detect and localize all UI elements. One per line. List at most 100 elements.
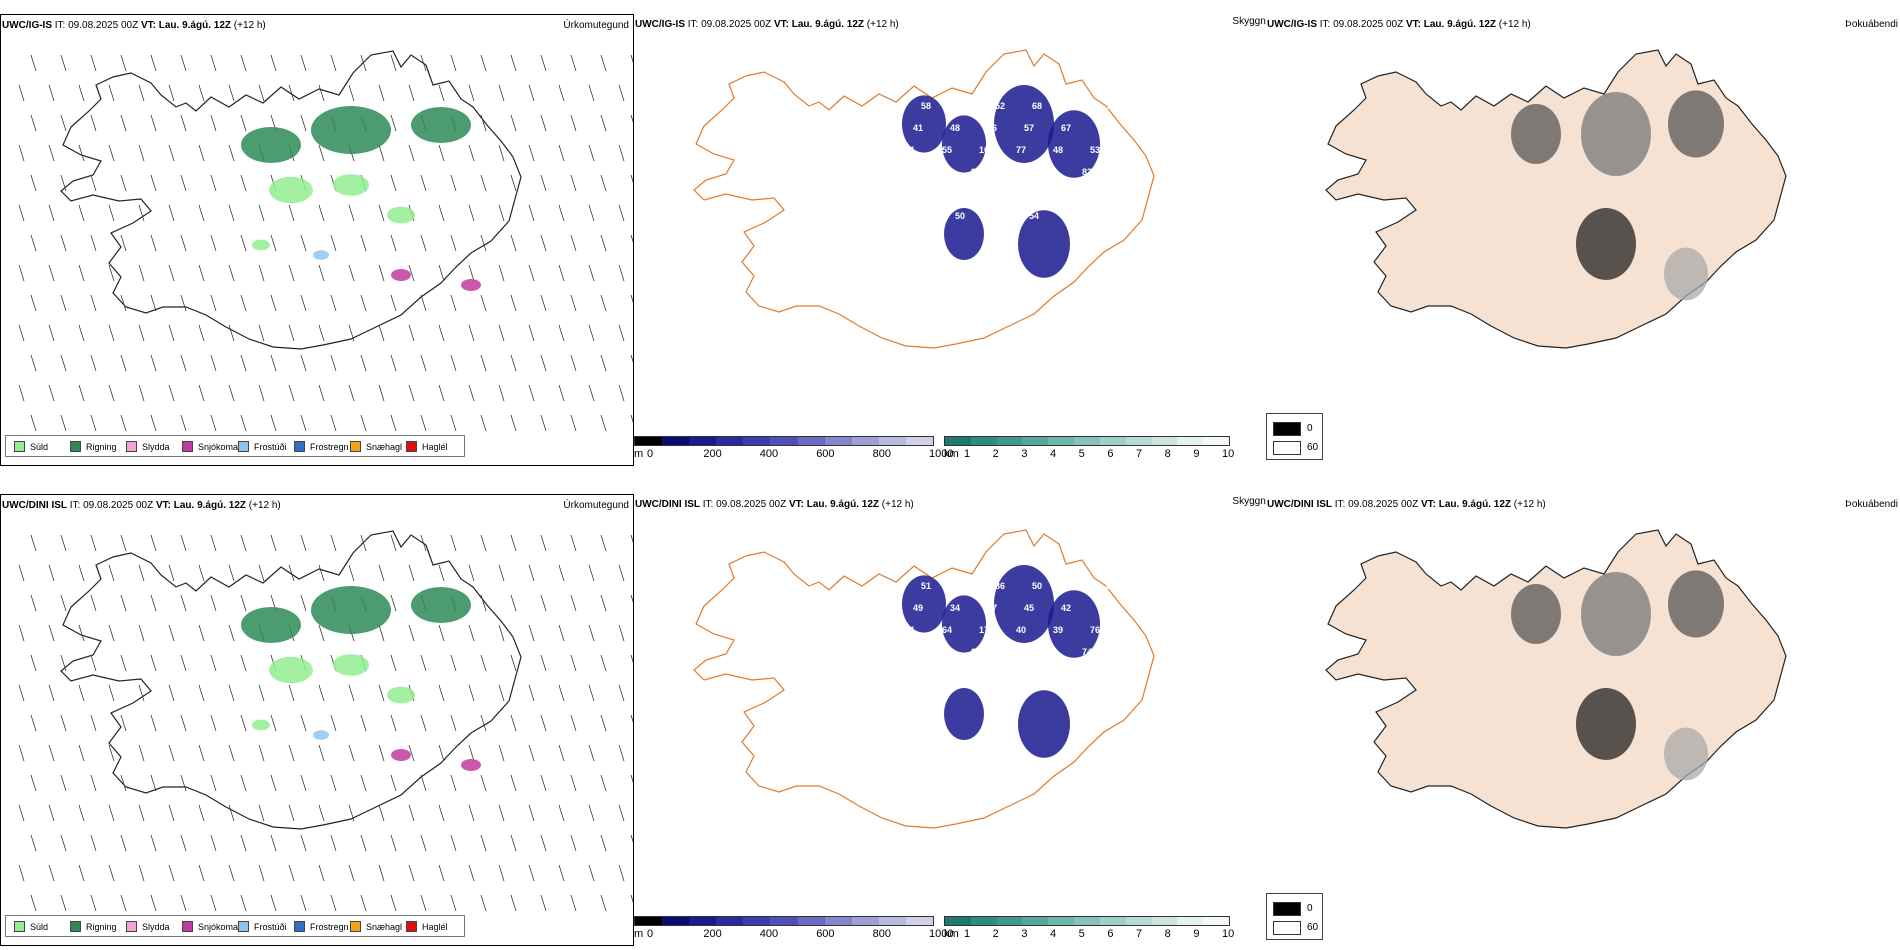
iceland-map: 20 58 49 52 68 74 78 41 48 46 57 67 41 31 55 16 77 48 53 10…	[693, 49, 1155, 349]
cloud-value-label: 62	[884, 581, 894, 591]
iceland-map	[18, 50, 633, 432]
panel-title: UWC/IG-IS IT: 09.08.2025 00Z VT: Lau. 9.…	[1267, 19, 1531, 30]
cloud-value-label: 71	[1037, 189, 1047, 199]
colorbar-tick: 9	[1193, 448, 1200, 460]
precip-type-legend-item: Súld	[14, 921, 48, 932]
cloud-value-label: 99	[1074, 189, 1084, 199]
colorbar-segment	[878, 917, 906, 925]
colorbar-segment	[945, 437, 971, 445]
cloud-value-label: 58	[921, 101, 931, 111]
colorbar-tick: 1	[964, 928, 971, 940]
precip-type-legend-item: Rigning	[70, 441, 117, 452]
colorbar-segment	[1203, 917, 1229, 925]
fog-panel-bottom: UWC/DINI ISL IT: 09.08.2025 00Z VT: Lau.…	[1266, 494, 1900, 946]
cloud-value-label: 40	[1016, 625, 1026, 635]
legend-swatch	[238, 921, 249, 932]
cloud-value-label: 83	[971, 647, 981, 657]
colorbar-segment	[635, 917, 663, 925]
cloud-value-label: 76	[1090, 625, 1100, 635]
precip-type-legend-item: Súld	[14, 441, 48, 452]
colorbar-segment	[824, 437, 852, 445]
colorbar-segment	[797, 917, 825, 925]
colorbar-tick: 3	[1021, 928, 1028, 940]
visibility-unit: km	[944, 928, 959, 940]
colorbar-tick: 0	[647, 928, 654, 940]
cloud-value-label: 63	[926, 669, 936, 679]
legend-swatch	[406, 441, 417, 452]
cloud-value-label: 77	[1066, 211, 1076, 221]
precip-type-legend: Súld Rigning Slydda Snjókoma Frostúði Frostre…	[5, 915, 465, 937]
wind-barbs	[18, 534, 633, 912]
colorbar-segment	[797, 437, 825, 445]
fog-label-low: 0	[1307, 423, 1313, 434]
cloud-value-label: 54	[1069, 581, 1079, 591]
legend-swatch	[350, 921, 361, 932]
fog-label-high: 60	[1307, 922, 1319, 933]
cloud-value-label: 51	[921, 581, 931, 591]
panel-name: Skyggni	[1232, 16, 1266, 27]
legend-swatch	[14, 441, 25, 452]
colorbar-tick: 600	[816, 928, 835, 940]
colorbar-segment	[1099, 437, 1126, 445]
cloud-value-label: 73	[934, 167, 944, 177]
precip-type-legend-item: Snæhagl	[350, 441, 402, 452]
cloud-value-label: 167	[889, 189, 904, 199]
fog-label-low: 0	[1307, 903, 1313, 914]
colorbar-tick: 4	[1050, 928, 1057, 940]
colorbar-tick: 1	[964, 448, 971, 460]
fog-legend: 0 60	[1266, 413, 1323, 460]
cloud-value-label: 65	[1098, 603, 1108, 613]
height-colorbar	[634, 436, 934, 446]
colorbar-segment	[689, 917, 717, 925]
cloud-value-label: 39	[1053, 625, 1063, 635]
cloud-value-label: 66	[918, 211, 928, 221]
colorbar-segment	[1048, 437, 1075, 445]
colorbar-tick: 5	[1078, 448, 1085, 460]
fog-legend: 0 60	[1266, 893, 1323, 940]
colorbar-tick: 200	[703, 928, 722, 940]
colorbar-segment	[635, 437, 663, 445]
colorbar-tick: 1000	[929, 448, 954, 460]
iceland-map	[1325, 49, 1787, 349]
colorbar-segment	[662, 437, 690, 445]
cloud-value-label: 64	[1111, 189, 1121, 199]
colorbar-segment	[1177, 917, 1204, 925]
legend-swatch	[182, 441, 193, 452]
iceland-map	[1325, 529, 1787, 829]
precip-type-legend-item: Haglél	[406, 441, 448, 452]
colorbar-tick: 10	[1222, 928, 1235, 940]
cloud-value-label: 50	[955, 211, 965, 221]
cloud-value-label: 48	[950, 123, 960, 133]
colorbar-tick: 6	[1107, 448, 1114, 460]
colorbar-segment	[1099, 917, 1126, 925]
cloud-value-label: 41	[913, 123, 923, 133]
cloud-value-label: 56	[1045, 647, 1055, 657]
cloud-value-label: 57	[1024, 123, 1034, 133]
colorbar-segment	[743, 917, 771, 925]
cloud-value-label: 101	[897, 167, 912, 177]
fog-label-high: 60	[1307, 442, 1319, 453]
legend-swatch	[182, 921, 193, 932]
precip-type-legend-item: Slydda	[126, 921, 170, 932]
cloud-value-label: 67	[1061, 123, 1071, 133]
colorbar-segment	[1151, 437, 1178, 445]
iceland-map	[18, 530, 633, 912]
cloud-value-label: 55	[942, 145, 952, 155]
precip-type-legend-item: Frostregn	[294, 921, 349, 932]
colorbar-tick: 2	[992, 928, 999, 940]
panel-name: Úrkomutegund	[563, 500, 629, 511]
colorbar-segment	[1022, 917, 1049, 925]
cloud-value-label: 48	[1053, 145, 1063, 155]
colorbar-segment	[996, 917, 1023, 925]
precip-type-legend-item: Haglél	[406, 921, 448, 932]
colorbar-segment	[905, 917, 934, 925]
colorbar-segment	[662, 917, 690, 925]
cloud-value-label: 74	[1069, 101, 1079, 111]
legend-swatch	[70, 441, 81, 452]
colorbar-tick: 800	[872, 928, 891, 940]
fog-swatch-high	[1273, 921, 1301, 935]
visibility-colorbar	[944, 916, 1230, 926]
colorbar-tick: 3	[1021, 448, 1028, 460]
colorbar-segment	[1125, 437, 1152, 445]
cloud-value-label: 66	[958, 581, 968, 591]
